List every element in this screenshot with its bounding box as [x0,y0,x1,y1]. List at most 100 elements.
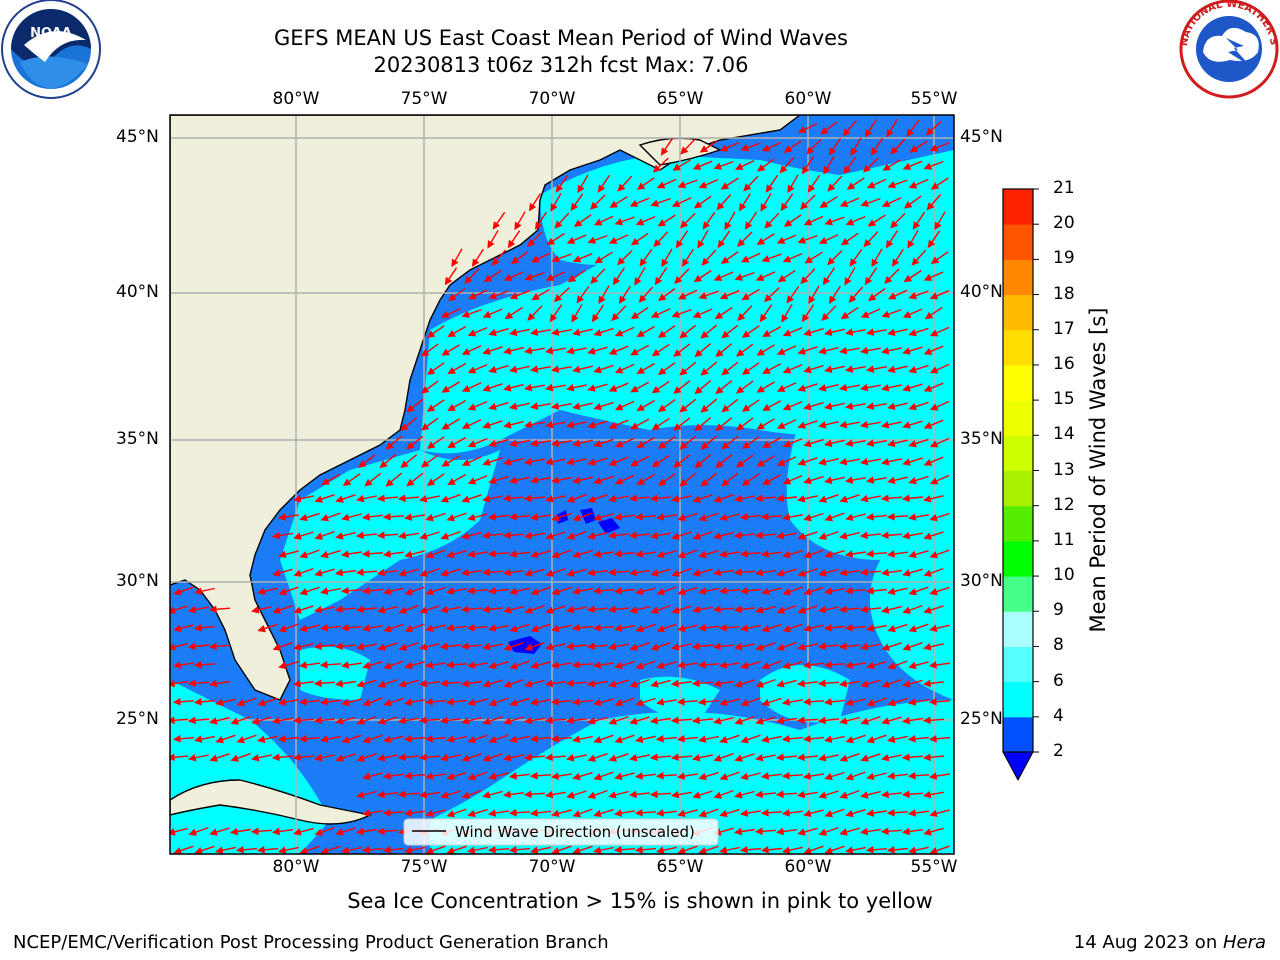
lat-label: 30°N [960,571,1003,591]
wave-direction-arrow [676,735,699,743]
wave-direction-arrow [843,156,857,175]
wave-direction-arrow [712,568,734,577]
wave-direction-arrow [656,846,677,854]
wave-direction-arrow [677,179,698,189]
wave-direction-arrow [908,475,929,485]
wave-direction-arrow [426,325,445,338]
wave-direction-arrow [718,661,741,669]
wave-direction-arrow [824,845,845,854]
wave-direction-arrow [608,679,629,688]
wave-direction-arrow [929,549,950,559]
wave-direction-arrow [925,120,942,136]
wave-direction-arrow [927,230,941,249]
colorbar-segment [1003,400,1033,436]
wave-direction-arrow [671,308,692,318]
wave-direction-arrow [929,512,950,522]
wave-direction-arrow [828,285,841,304]
wave-direction-arrow [551,328,572,336]
wave-direction-arrow [361,549,384,558]
wave-direction-arrow [928,735,951,743]
wave-direction-arrow [482,457,503,466]
wave-direction-arrow [719,290,740,300]
wave-direction-arrow [754,568,776,577]
wave-direction-arrow [614,363,635,374]
wave-direction-arrow [866,624,887,632]
wave-direction-arrow [362,772,383,781]
wave-direction-arrow [340,623,363,632]
colorbar-segment [1003,294,1033,331]
wave-direction-arrow [593,698,614,707]
wave-direction-arrow [404,698,425,706]
wave-direction-arrow [670,753,693,762]
wave-direction-arrow [700,398,718,413]
wave-direction-arrow [860,383,881,392]
wave-direction-arrow [740,734,761,744]
wave-direction-arrow [713,716,734,725]
wave-direction-arrow [887,439,908,447]
wave-direction-arrow [441,455,460,467]
wave-direction-arrow [503,716,524,725]
wave-direction-arrow [356,790,377,799]
colorbar-segment [1003,259,1033,296]
wave-direction-arrow [783,140,802,153]
wave-direction-arrow [698,771,719,781]
wave-direction-arrow [782,474,803,485]
wave-direction-arrow [698,735,719,743]
wave-direction-arrow [292,753,315,762]
wave-direction-arrow [800,268,816,285]
wave-direction-arrow [551,253,572,263]
wave-direction-arrow [461,716,482,725]
wave-direction-arrow [609,196,628,208]
wave-direction-arrow [673,380,691,394]
wave-direction-arrow [818,347,839,355]
wave-direction-arrow [796,679,818,688]
wave-direction-arrow [551,624,572,633]
wave-direction-arrow [739,845,762,854]
wave-direction-arrow [188,826,209,836]
wave-direction-arrow [612,267,626,286]
wave-direction-arrow [334,642,357,651]
wave-direction-arrow [676,661,698,669]
wave-direction-arrow [587,457,608,466]
colorbar-under-extension [1002,751,1034,782]
wave-direction-arrow [572,476,593,484]
wave-direction-arrow [881,197,902,207]
wave-direction-arrow [756,418,775,430]
wave-direction-arrow [780,193,794,212]
wave-direction-arrow [236,734,257,744]
wave-direction-arrow [721,398,739,413]
wave-direction-arrow [670,716,693,725]
wave-direction-arrow [528,193,541,212]
wave-direction-arrow [635,215,656,226]
wave-direction-arrow [608,382,629,392]
wave-direction-arrow [797,346,818,355]
wave-direction-arrow [482,715,503,725]
wave-direction-arrow [818,494,839,503]
wave-direction-arrow [911,249,927,266]
wave-direction-arrow [400,454,418,468]
wave-direction-arrow [691,716,713,725]
wave-direction-arrow [170,827,188,836]
wave-direction-arrow [403,771,426,780]
wave-direction-arrow [902,642,923,651]
wave-direction-arrow [824,735,845,743]
wave-direction-arrow [314,605,335,614]
wave-direction-arrow [775,790,798,799]
wave-direction-arrow [335,679,357,688]
wave-direction-arrow [404,661,425,670]
wave-direction-arrow [629,716,650,725]
wave-direction-arrow [923,271,944,281]
wave-direction-arrow [886,512,909,521]
colorbar-segment [1003,576,1033,612]
wave-direction-arrow [818,605,839,614]
wave-direction-arrow [257,735,278,743]
lon-label: 75°W [400,89,448,109]
wave-direction-arrow [634,808,657,817]
wave-direction-arrow [827,175,843,192]
wave-direction-arrow [776,456,797,466]
wave-direction-arrow [802,661,824,669]
wave-direction-arrow [566,421,587,429]
wave-direction-arrow [797,531,818,540]
wave-direction-arrow [755,271,776,281]
wave-direction-arrow [209,716,230,725]
